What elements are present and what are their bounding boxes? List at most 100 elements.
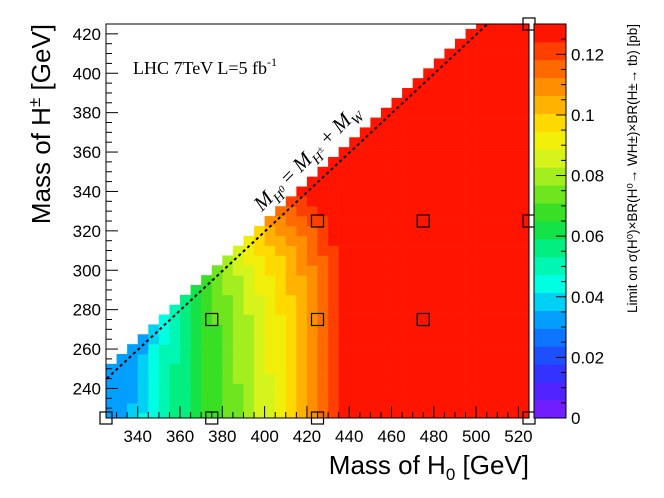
heatmap-cell	[486, 156, 498, 168]
heatmap-cell	[444, 127, 456, 138]
heatmap-cell	[391, 403, 403, 414]
heatmap-cell	[328, 216, 339, 227]
heatmap-cell	[317, 324, 329, 335]
heatmap-cell	[507, 304, 519, 315]
heatmap-cell	[137, 403, 149, 414]
heatmap-cell	[254, 413, 265, 419]
heatmap-cell	[433, 383, 445, 394]
heatmap-cell	[380, 137, 392, 148]
colorbar-swatch	[534, 167, 566, 186]
heatmap-cell	[391, 127, 403, 138]
heatmap-cell	[296, 285, 308, 296]
heatmap-cell	[486, 24, 498, 30]
x-tick-label: 340	[124, 427, 152, 446]
heatmap-cell	[148, 344, 160, 355]
heatmap-cell	[359, 393, 371, 404]
heatmap-cell	[338, 186, 350, 197]
heatmap-cell	[423, 403, 435, 414]
heatmap-cell	[465, 235, 477, 246]
heatmap-cell	[338, 285, 350, 296]
heatmap-cell	[433, 265, 445, 276]
heatmap-cell	[264, 363, 276, 374]
heatmap-cell	[507, 393, 519, 404]
heatmap-cell	[454, 147, 466, 158]
heatmap-cell	[465, 265, 477, 276]
heatmap-cell	[349, 255, 361, 266]
heatmap-cell	[412, 294, 424, 306]
heatmap-cell	[349, 285, 361, 296]
heatmap-cell	[423, 137, 435, 148]
heatmap-cell	[454, 363, 466, 374]
heatmap-cell	[486, 275, 498, 286]
heatmap-cell	[402, 196, 413, 207]
heatmap-cell	[380, 373, 392, 384]
heatmap-cell	[518, 225, 530, 237]
heatmap-cell	[507, 413, 519, 419]
heatmap-cell	[518, 166, 530, 177]
heatmap-cell	[412, 353, 424, 365]
heatmap-cell	[423, 196, 435, 207]
heatmap-cell	[264, 255, 276, 266]
data-point-marker	[205, 312, 219, 327]
heatmap-cell	[127, 403, 139, 414]
heatmap-cell	[317, 235, 329, 246]
heatmap-cell	[454, 314, 466, 325]
heatmap-cell	[306, 363, 318, 374]
heatmap-cell	[328, 275, 339, 286]
heatmap-cell	[402, 393, 413, 404]
heatmap-cell	[497, 88, 509, 99]
heatmap-cell	[518, 68, 530, 79]
heatmap-cell	[507, 216, 519, 227]
heatmap-cell	[232, 334, 244, 345]
heatmap-cell	[497, 383, 509, 394]
heatmap-cell	[338, 314, 350, 325]
heatmap-cell	[222, 275, 234, 286]
kinematic-limit-line	[106, 23, 489, 380]
heatmap-cell	[518, 186, 530, 197]
heatmap-cell	[518, 383, 530, 394]
heatmap-cell	[296, 245, 308, 256]
heatmap-cell	[465, 117, 477, 128]
heatmap-cell	[222, 265, 234, 276]
heatmap-cell	[465, 156, 477, 168]
heatmap-cell	[296, 275, 308, 286]
heatmap-cell	[380, 225, 392, 237]
heatmap-cell	[402, 156, 413, 168]
heatmap-cell	[444, 196, 456, 207]
heatmap-cell	[211, 304, 223, 315]
heatmap-cell	[264, 304, 276, 315]
heatmap-cell	[275, 403, 287, 414]
heatmap-cell	[518, 373, 530, 384]
heatmap-cell	[497, 127, 509, 138]
heatmap-cell	[486, 403, 498, 414]
heatmap-cell	[349, 373, 361, 384]
heatmap-cell	[201, 383, 213, 394]
heatmap-cell	[454, 127, 466, 138]
colorbar-swatch	[534, 77, 566, 97]
heatmap-cell	[497, 97, 509, 109]
heatmap-cell	[497, 206, 509, 217]
heatmap-cell	[507, 353, 519, 365]
heatmap-cell	[454, 353, 466, 365]
heatmap-cell	[296, 186, 308, 197]
heatmap-cell	[507, 88, 519, 99]
heatmap-cell	[349, 156, 361, 168]
heatmap-cell	[285, 334, 297, 345]
heatmap-cell	[169, 324, 181, 335]
heatmap-cell	[328, 393, 339, 404]
heatmap-cell	[433, 334, 445, 345]
heatmap-cell	[507, 28, 519, 40]
heatmap-cell	[338, 235, 350, 246]
heatmap-cell	[285, 294, 297, 306]
heatmap-cell	[306, 314, 318, 325]
heatmap-cell	[317, 393, 329, 404]
heatmap-cell	[476, 196, 487, 207]
heatmap-cell	[338, 383, 350, 394]
heatmap-cell	[497, 117, 509, 128]
heatmap-cell	[518, 97, 530, 109]
heatmap-cell	[486, 97, 498, 109]
heatmap-cell	[518, 353, 530, 365]
heatmap-cell	[454, 97, 466, 109]
heatmap-cell	[465, 97, 477, 109]
heatmap-cell	[433, 363, 445, 374]
